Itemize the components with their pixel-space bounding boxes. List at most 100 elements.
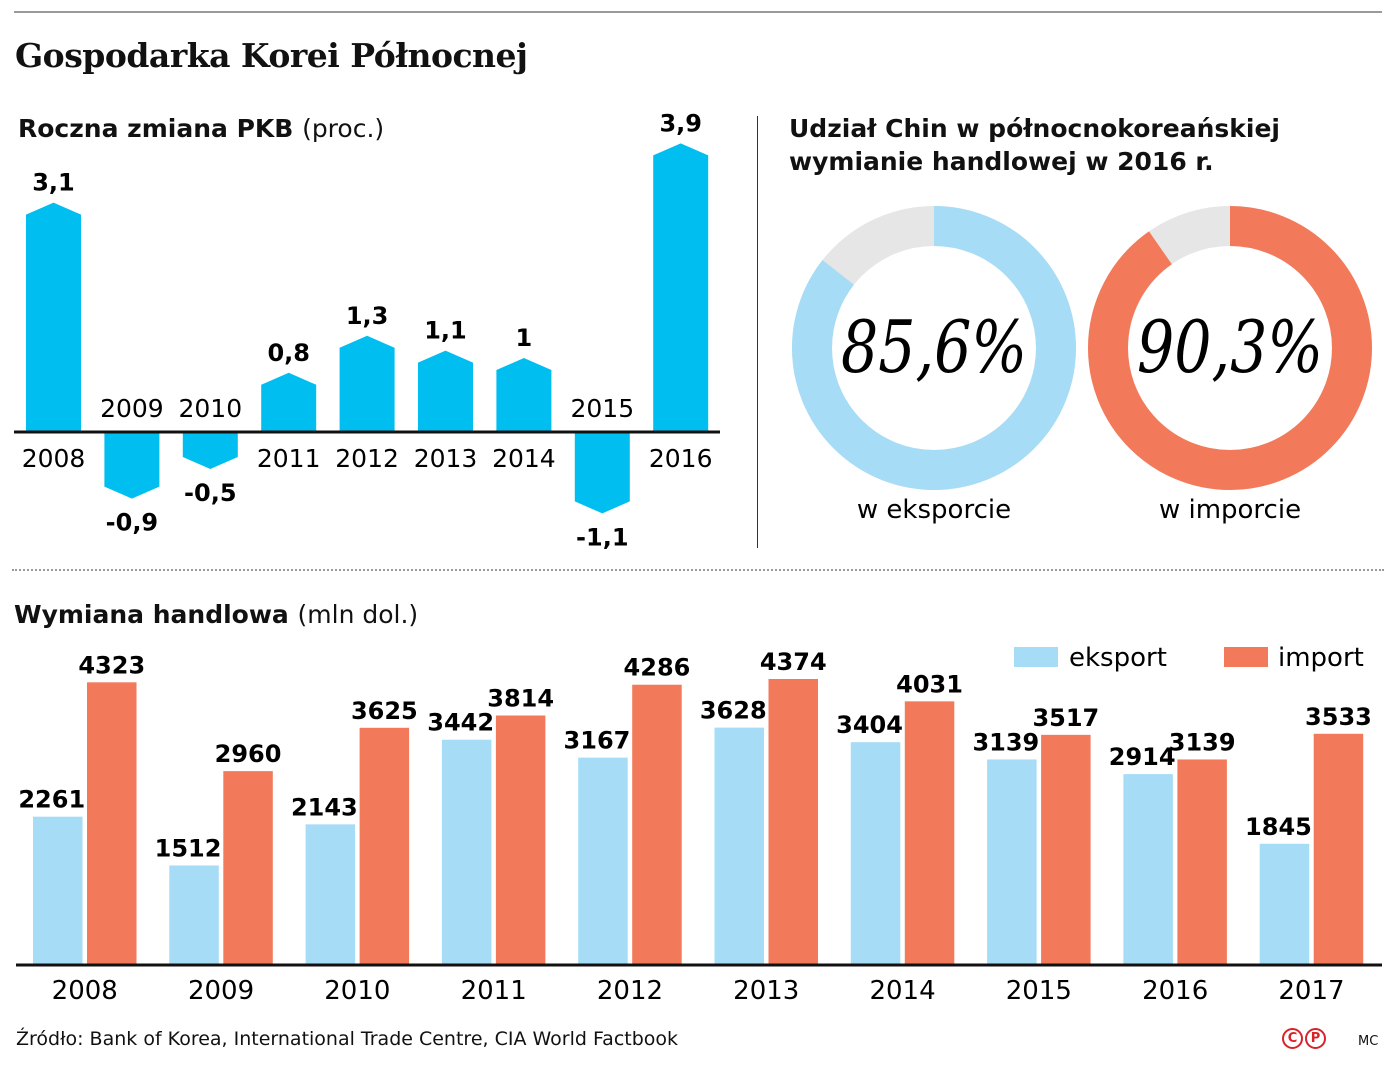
gdp-year-label: 2014 bbox=[492, 444, 556, 473]
gdp-bar-2012 bbox=[339, 335, 395, 432]
gdp-year-label: 2016 bbox=[649, 444, 713, 473]
trade-year-label: 2017 bbox=[1278, 976, 1344, 1006]
trade-year-label: 2010 bbox=[324, 976, 390, 1006]
import-bar-2010 bbox=[359, 727, 410, 964]
import-value-label: 4374 bbox=[760, 648, 827, 676]
export-bar-2014 bbox=[850, 742, 901, 964]
trade-year-label: 2009 bbox=[188, 976, 254, 1006]
publisher-icon: P bbox=[1305, 1028, 1326, 1049]
gdp-bar-2009 bbox=[104, 432, 160, 499]
donut-share-segment bbox=[1088, 206, 1372, 490]
export-bar-2012 bbox=[578, 757, 628, 964]
export-bar-2016 bbox=[1123, 774, 1173, 964]
export-value-label: 2914 bbox=[1109, 743, 1176, 771]
export-value-label: 1845 bbox=[1245, 813, 1312, 841]
gdp-year-label: 2010 bbox=[178, 394, 242, 423]
donut-share-segment bbox=[792, 206, 1076, 490]
import-value-label: 3517 bbox=[1032, 704, 1099, 732]
gdp-value-label: 0,8 bbox=[267, 339, 310, 367]
export-bar-2015 bbox=[987, 759, 1037, 964]
gdp-bar-2015 bbox=[574, 432, 630, 514]
donut-caption: w imporcie bbox=[1159, 495, 1301, 525]
gdp-value-label: -0,5 bbox=[184, 479, 236, 507]
donut-percent-label: 85,6% bbox=[841, 305, 1027, 389]
import-bar-2013 bbox=[768, 678, 818, 964]
trade-year-label: 2016 bbox=[1142, 976, 1208, 1006]
gdp-title-text: Roczna zmiana PKB bbox=[18, 114, 294, 143]
donut-percent-label: 90,3% bbox=[1137, 305, 1323, 389]
gdp-bar-2008 bbox=[26, 202, 81, 432]
copyright-icon: C bbox=[1282, 1028, 1303, 1049]
gdp-value-label: -0,9 bbox=[106, 509, 158, 537]
import-bar-2014 bbox=[904, 701, 955, 964]
trade-unit: (mln dol.) bbox=[297, 600, 419, 629]
donut-chart-title: Udział Chin w północnokoreańskiej wymian… bbox=[789, 112, 1280, 178]
gdp-value-label: 1 bbox=[516, 324, 533, 352]
import-value-label: 4286 bbox=[624, 654, 691, 682]
export-bar-2009 bbox=[169, 865, 219, 964]
section-divider bbox=[757, 116, 758, 548]
export-value-label: 3139 bbox=[972, 728, 1039, 756]
gdp-year-label: 2008 bbox=[22, 444, 86, 473]
import-value-label: 4031 bbox=[896, 670, 963, 698]
gdp-value-label: 3,9 bbox=[659, 109, 702, 137]
export-value-label: 3404 bbox=[836, 711, 903, 739]
gdp-bar-2013 bbox=[418, 350, 473, 432]
page-title: Gospodarka Korei Północnej bbox=[15, 36, 528, 75]
source-note: Źródło: Bank of Korea, International Tra… bbox=[16, 1028, 679, 1050]
export-value-label: 2143 bbox=[291, 793, 358, 821]
trade-year-label: 2013 bbox=[733, 976, 799, 1006]
gdp-bar-2016 bbox=[653, 143, 709, 432]
gdp-year-label: 2011 bbox=[257, 444, 321, 473]
gdp-bar-2014 bbox=[496, 358, 552, 432]
gdp-value-label: 3,1 bbox=[32, 169, 75, 197]
export-bar-2011 bbox=[441, 739, 492, 964]
export-value-label: 3628 bbox=[700, 697, 767, 725]
gdp-year-label: 2013 bbox=[414, 444, 478, 473]
import-bar-2009 bbox=[223, 771, 273, 964]
legend-import-label: import bbox=[1278, 643, 1364, 673]
import-bar-2012 bbox=[632, 684, 682, 964]
author-initials: MC bbox=[1358, 1034, 1379, 1049]
import-bar-2017 bbox=[1313, 733, 1364, 964]
trade-title-text: Wymiana handlowa bbox=[14, 600, 289, 629]
gdp-year-label: 2015 bbox=[570, 394, 634, 423]
trade-chart-title: Wymiana handlowa (mln dol.) bbox=[14, 600, 418, 629]
gdp-value-label: 1,1 bbox=[424, 317, 467, 345]
trade-year-label: 2012 bbox=[597, 976, 663, 1006]
gdp-chart-title: Roczna zmiana PKB (proc.) bbox=[18, 114, 384, 143]
gdp-value-label: -1,1 bbox=[576, 523, 628, 551]
donut-title-line1: Udział Chin w północnokoreańskiej bbox=[789, 114, 1280, 143]
top-rule bbox=[14, 11, 1382, 13]
import-value-label: 2960 bbox=[215, 740, 282, 768]
import-bar-2016 bbox=[1177, 759, 1227, 964]
trade-year-label: 2015 bbox=[1006, 976, 1072, 1006]
gdp-year-label: 2009 bbox=[100, 394, 164, 423]
legend-import-swatch bbox=[1224, 647, 1268, 667]
donut-caption: w eksporcie bbox=[857, 495, 1011, 525]
gdp-year-label: 2012 bbox=[335, 444, 399, 473]
gdp-bar-2011 bbox=[261, 372, 317, 432]
export-bar-2008 bbox=[33, 816, 83, 964]
export-bar-2013 bbox=[714, 727, 764, 964]
trade-year-label: 2014 bbox=[869, 976, 935, 1006]
import-value-label: 3625 bbox=[351, 697, 418, 725]
trade-year-label: 2008 bbox=[52, 976, 118, 1006]
export-value-label: 2261 bbox=[18, 786, 85, 814]
legend-export-swatch bbox=[1014, 647, 1058, 667]
import-value-label: 3814 bbox=[487, 684, 554, 712]
export-value-label: 1512 bbox=[155, 834, 222, 862]
import-bar-2015 bbox=[1041, 734, 1091, 964]
trade-year-label: 2011 bbox=[461, 976, 527, 1006]
export-value-label: 3442 bbox=[427, 709, 494, 737]
dotted-divider bbox=[12, 569, 1384, 571]
import-value-label: 3533 bbox=[1305, 703, 1372, 731]
gdp-unit: (proc.) bbox=[302, 114, 385, 143]
export-value-label: 3167 bbox=[564, 727, 631, 755]
import-value-label: 3139 bbox=[1169, 728, 1236, 756]
import-value-label: 4323 bbox=[78, 651, 145, 679]
gdp-value-label: 1,3 bbox=[346, 302, 389, 330]
gdp-bar-2010 bbox=[182, 432, 238, 469]
